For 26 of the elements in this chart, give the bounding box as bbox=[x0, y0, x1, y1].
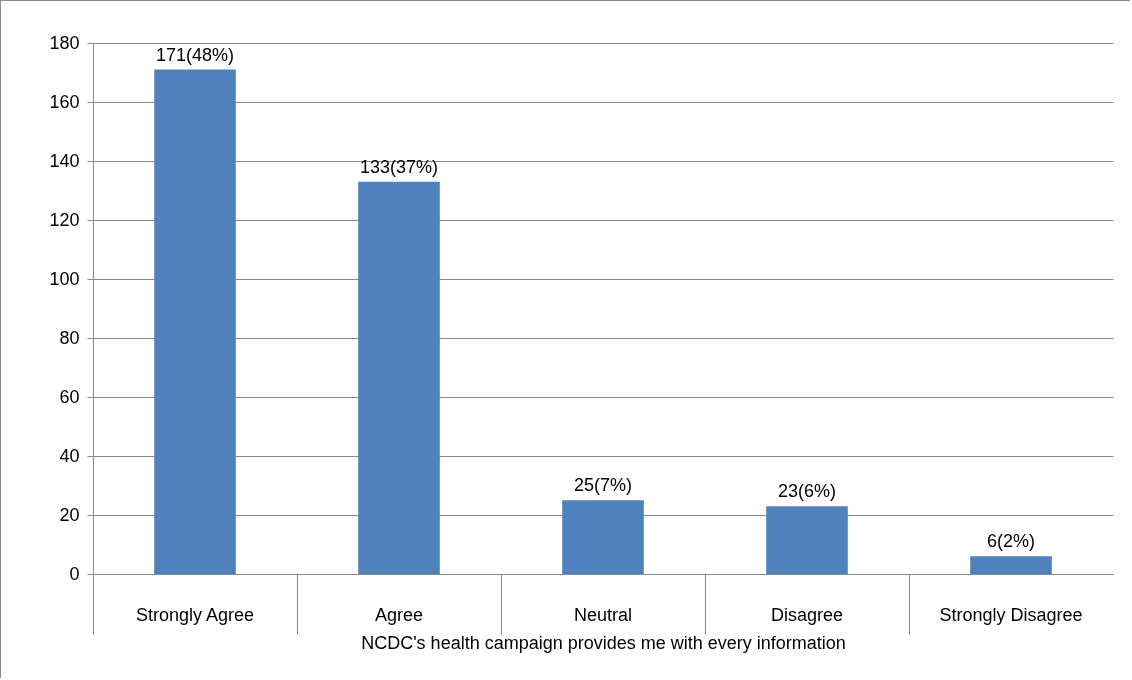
x-tick-label: Disagree bbox=[770, 604, 844, 625]
y-tick-label: 180 bbox=[49, 32, 80, 53]
y-tick-label: 140 bbox=[49, 150, 80, 171]
bar bbox=[358, 181, 440, 574]
y-tick-label: 160 bbox=[49, 91, 80, 112]
y-tick-label: 0 bbox=[69, 563, 80, 584]
bar bbox=[154, 69, 236, 574]
x-tick-label: Strongly Disagree bbox=[939, 604, 1083, 625]
x-tick-label: Strongly Agree bbox=[135, 604, 255, 625]
y-tick-label: 80 bbox=[59, 327, 80, 348]
bar bbox=[766, 506, 848, 574]
data-label: 23(6%) bbox=[777, 481, 837, 502]
data-label: 171(48%) bbox=[155, 44, 235, 65]
bar bbox=[562, 500, 644, 574]
x-axis-title: NCDC's health campaign provides me with every information bbox=[361, 633, 846, 653]
x-tick-label: Agree bbox=[374, 604, 424, 625]
x-tick-label: Neutral bbox=[573, 604, 633, 625]
data-label: 133(37%) bbox=[359, 156, 439, 177]
y-tick-label: 20 bbox=[59, 504, 80, 525]
y-tick-label: 100 bbox=[49, 268, 80, 289]
data-label: 6(2%) bbox=[986, 531, 1036, 552]
y-tick-label: 60 bbox=[59, 386, 80, 407]
y-tick-label: 40 bbox=[59, 445, 80, 466]
bar bbox=[970, 556, 1052, 574]
y-tick-label: 120 bbox=[49, 209, 80, 230]
data-label: 25(7%) bbox=[573, 475, 633, 496]
